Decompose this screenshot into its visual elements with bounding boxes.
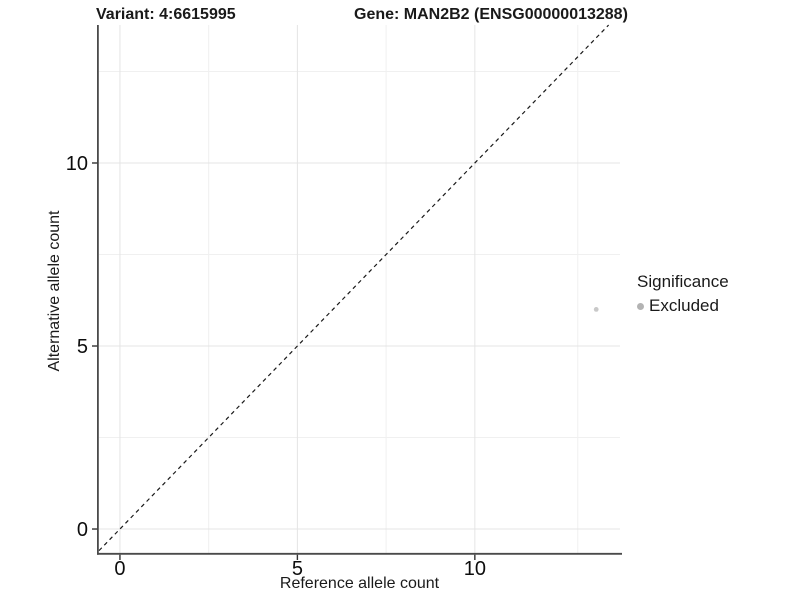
legend: Significance Excluded [637,272,729,316]
legend-title: Significance [637,272,729,291]
data-point [593,307,599,312]
identity-line-group [98,24,610,552]
y-tick-label: 10 [66,153,88,175]
grid-minor [99,25,620,553]
data-points [593,307,599,312]
identity-line [98,24,610,552]
y-axis-title: Alternative allele count [46,210,63,372]
x-tick-label: 10 [464,558,486,580]
legend-item-excluded: Excluded [637,296,729,316]
y-tick-label: 0 [77,519,88,541]
plot-title-variant: Variant: 4:6615995 [96,6,236,23]
tick-marks [92,162,476,560]
y-tick-label: 5 [77,336,88,358]
legend-point-icon [637,302,644,310]
axis-lines [97,25,622,555]
x-axis-title: Reference allele count [279,575,440,592]
legend-item-label: Excluded [649,296,719,315]
grid-major [99,25,620,553]
tick-labels: 0 5 10 0 5 10 [66,153,486,580]
x-tick-label: 0 [114,558,125,580]
plot-title-gene: Gene: MAN2B2 (ENSG00000013288) [354,6,628,23]
x-tick-label: 5 [292,558,303,580]
